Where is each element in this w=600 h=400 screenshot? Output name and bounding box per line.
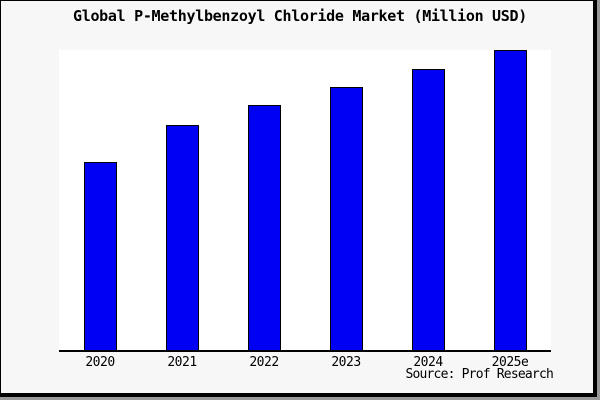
x-tick-label-2021: 2021 (167, 355, 197, 370)
bar-2025e (493, 50, 527, 350)
x-tick-label-2023: 2023 (331, 355, 361, 370)
x-tick-label-2024: 2024 (413, 355, 443, 370)
bar-2024 (411, 68, 445, 350)
x-tick-label-2022: 2022 (249, 355, 279, 370)
x-tick-label-2025e: 2025e (491, 355, 529, 370)
bar-2023 (329, 86, 363, 350)
bar-2021 (165, 125, 199, 350)
bar-2020 (83, 161, 117, 350)
bar-2022 (247, 104, 281, 350)
plot-area (59, 50, 551, 352)
x-axis-tick-labels: 2020 2021 2022 2023 2024 2025e (59, 355, 551, 370)
chart-title: Global P-Methylbenzoyl Chloride Market (… (72, 7, 527, 25)
source-credit: Source: Prof Research (405, 367, 553, 382)
x-tick-label-2020: 2020 (85, 355, 115, 370)
